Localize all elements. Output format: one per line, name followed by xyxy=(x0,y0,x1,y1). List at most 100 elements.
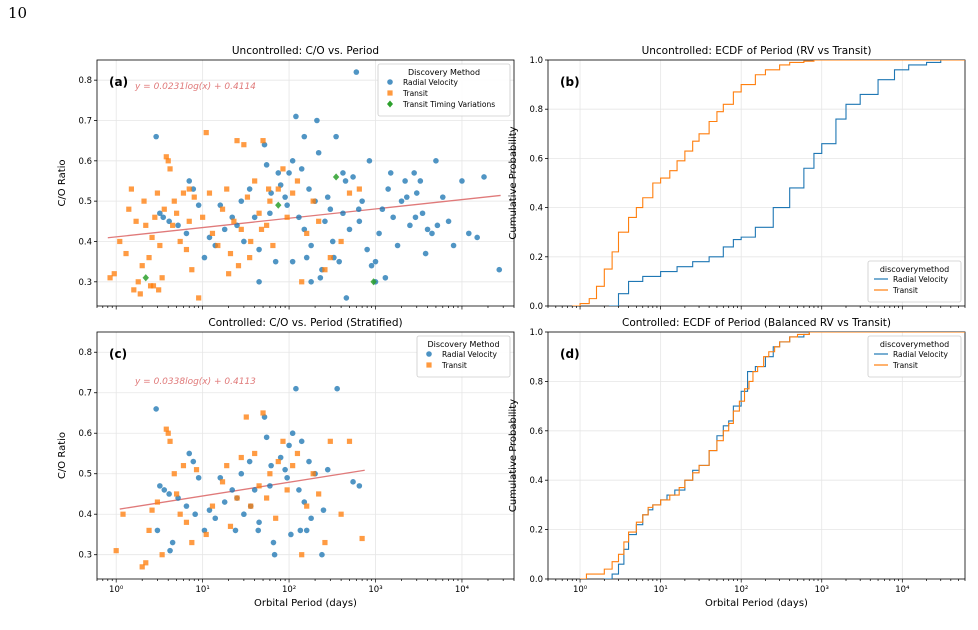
data-point xyxy=(186,218,192,224)
data-point xyxy=(183,519,190,525)
data-point xyxy=(299,279,305,285)
data-point xyxy=(315,149,322,156)
data-point xyxy=(227,523,234,529)
y-tick-label: 1.0 xyxy=(529,328,543,338)
data-point xyxy=(317,274,324,281)
data-point xyxy=(209,230,216,237)
data-point xyxy=(241,142,247,148)
data-point xyxy=(166,491,172,497)
data-point xyxy=(171,471,177,477)
data-point xyxy=(131,287,137,293)
data-point xyxy=(267,471,273,477)
data-point xyxy=(195,474,202,481)
data-point xyxy=(368,262,375,269)
data-point xyxy=(252,450,258,457)
data-point xyxy=(474,234,480,241)
y-tick-label: 0.4 xyxy=(529,476,543,486)
data-point xyxy=(282,194,288,200)
data-point xyxy=(234,495,240,501)
data-point xyxy=(356,186,362,192)
data-point xyxy=(256,483,262,489)
data-point xyxy=(154,527,161,534)
data-point xyxy=(137,291,143,297)
data-point xyxy=(192,511,198,518)
data-point xyxy=(143,222,149,228)
data-point xyxy=(206,507,213,513)
plot-area-a xyxy=(107,69,503,301)
data-point xyxy=(336,258,342,265)
plot-area-c xyxy=(113,385,365,570)
x-tick-label: 10² xyxy=(282,585,296,595)
data-point xyxy=(156,287,162,293)
data-point xyxy=(277,182,284,188)
data-point xyxy=(359,535,365,542)
data-point xyxy=(306,186,312,192)
data-point xyxy=(439,194,446,200)
data-point xyxy=(301,226,308,233)
data-point xyxy=(154,190,161,196)
data-point xyxy=(346,438,353,444)
data-point xyxy=(150,283,157,289)
data-point xyxy=(147,283,154,289)
data-point xyxy=(301,499,308,505)
data-point xyxy=(308,279,314,285)
y-tick-label: 0.7 xyxy=(78,116,92,126)
data-point xyxy=(186,178,193,184)
regression-line xyxy=(107,194,501,239)
data-point xyxy=(159,275,165,281)
legend-label: Radial Velocity xyxy=(893,275,949,284)
data-point xyxy=(316,491,322,497)
data-point xyxy=(298,438,305,445)
data-point xyxy=(256,519,262,526)
data-point xyxy=(186,450,193,457)
data-point xyxy=(301,133,308,140)
data-point xyxy=(219,206,226,212)
regression-equation: y = 0.0338log(x) + 0.4113 xyxy=(134,377,256,387)
data-point xyxy=(411,170,417,176)
data-point xyxy=(165,158,171,164)
data-point xyxy=(280,438,286,444)
y-axis-label: Cumulative Probability xyxy=(508,399,519,512)
data-point xyxy=(303,527,310,534)
data-point xyxy=(340,170,346,176)
data-point xyxy=(424,226,431,233)
data-point xyxy=(290,463,296,469)
plot-frame-d xyxy=(547,331,966,580)
data-point xyxy=(232,527,239,534)
data-point xyxy=(217,474,224,481)
data-point xyxy=(221,226,228,233)
data-point xyxy=(293,113,299,120)
data-point xyxy=(173,210,180,216)
data-point xyxy=(183,246,190,253)
data-point xyxy=(141,198,147,204)
data-point xyxy=(231,218,237,224)
chart-title-a: Uncontrolled: C/O vs. Period xyxy=(232,45,379,57)
data-point xyxy=(267,210,273,217)
data-point xyxy=(308,515,314,522)
data-point xyxy=(417,178,424,184)
y-tick-label: 0.6 xyxy=(78,157,92,167)
data-point xyxy=(201,254,208,261)
data-point xyxy=(304,230,310,237)
data-point xyxy=(342,178,349,184)
data-point xyxy=(366,158,373,164)
legend-box xyxy=(377,63,511,117)
data-point xyxy=(299,552,305,558)
y-tick-label: 0.8 xyxy=(529,377,543,387)
data-point xyxy=(227,250,234,257)
data-point xyxy=(271,551,278,558)
x-tick-label: 10¹ xyxy=(196,585,210,595)
series-transit xyxy=(107,129,362,301)
data-point xyxy=(146,527,152,534)
data-point xyxy=(219,479,226,485)
data-point xyxy=(284,474,290,481)
data-point xyxy=(191,194,197,200)
data-point xyxy=(296,214,302,221)
data-point xyxy=(319,551,325,558)
data-point xyxy=(167,166,173,172)
data-point xyxy=(238,470,245,477)
data-point xyxy=(135,279,141,285)
data-point xyxy=(364,246,370,253)
data-point xyxy=(166,218,172,225)
